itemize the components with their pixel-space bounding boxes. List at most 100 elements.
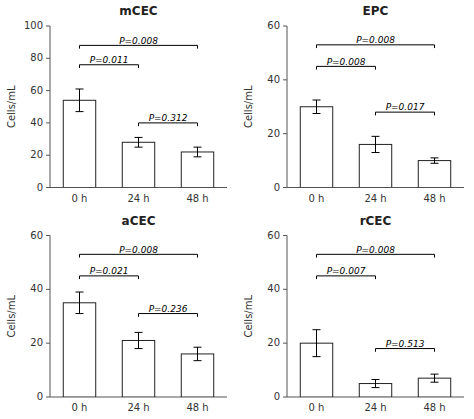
bar xyxy=(418,161,450,188)
y-tick-label: 40 xyxy=(267,283,280,294)
bracket-label: P=0.236 xyxy=(149,304,188,314)
title: aCEC xyxy=(122,214,156,228)
bracket-label: P=0.513 xyxy=(386,339,425,349)
bracket-label: P=0.008 xyxy=(356,35,395,45)
error-bar xyxy=(313,100,321,113)
plot-area xyxy=(63,292,213,397)
significance-bracket xyxy=(80,276,139,279)
y-tick xyxy=(46,235,50,236)
title: EPC xyxy=(363,4,389,18)
y-tick-label: 20 xyxy=(30,149,43,160)
y-tick-label: 60 xyxy=(30,230,43,241)
error-bar xyxy=(135,332,143,348)
error-bar xyxy=(76,292,84,314)
significance-bracket xyxy=(317,45,435,48)
error-bar xyxy=(313,330,321,357)
bar xyxy=(300,107,332,188)
error-bar xyxy=(431,374,439,382)
y-tick xyxy=(46,343,50,344)
x-tick-label: 48 h xyxy=(423,402,445,413)
significance-bracket xyxy=(376,349,435,352)
y-tick-label: 60 xyxy=(30,85,43,96)
bar xyxy=(122,142,154,187)
bracket-label: P=0.008 xyxy=(119,36,158,46)
bracket-label: P=0.312 xyxy=(149,113,188,123)
panel: mCECCells/mL0204060801000 h24 h48 hP=0.0… xyxy=(6,4,227,204)
bar xyxy=(63,303,95,397)
y-tick xyxy=(283,133,287,134)
bracket-label: P=0.008 xyxy=(327,57,366,67)
y-tick xyxy=(46,26,50,27)
y-tick-label: 0 xyxy=(274,182,280,193)
plot-area xyxy=(63,89,213,188)
x-tick-label: 24 h xyxy=(364,402,386,413)
title: rCEC xyxy=(360,214,392,228)
y-tick-label: 60 xyxy=(267,230,280,241)
y-tick xyxy=(46,187,50,188)
error-bar xyxy=(372,380,380,388)
y-axis-label: Cells/mL xyxy=(6,295,17,338)
y-tick xyxy=(46,155,50,156)
y-tick-label: 0 xyxy=(274,391,280,402)
y-tick-label: 20 xyxy=(267,337,280,348)
significance-bracket xyxy=(317,66,376,69)
y-axis-label: Cells/mL xyxy=(6,85,17,128)
y-tick xyxy=(283,397,287,398)
panel: aCECCells/mL02040600 h24 h48 hP=0.008P=0… xyxy=(6,214,227,414)
panel: rCEC Cells/mL 0 20 40 60 0 h 24 h 48 h P=0.008 P=0… xyxy=(243,214,464,414)
bracket-label: P=0.011 xyxy=(90,55,129,65)
bracket-label: P=0.008 xyxy=(356,245,395,255)
plot-area xyxy=(300,100,450,187)
y-tick xyxy=(283,289,287,290)
y-axis-line xyxy=(50,26,51,188)
y-tick-label: 0 xyxy=(37,391,43,402)
y-tick-label: 0 xyxy=(37,182,43,193)
bracket-label: P=0.007 xyxy=(327,266,366,276)
bracket-label: P=0.008 xyxy=(119,245,158,255)
y-tick-label: 20 xyxy=(267,128,280,139)
y-axis-label: Cells/mL xyxy=(243,85,254,128)
y-tick xyxy=(46,90,50,91)
plot-area xyxy=(300,330,450,397)
x-tick-label: 48 h xyxy=(186,402,208,413)
x-tick-label: 0 h xyxy=(72,193,88,204)
y-tick xyxy=(46,289,50,290)
x-tick-label: 24 h xyxy=(127,193,149,204)
significance-bracket xyxy=(80,254,198,257)
significance-bracket xyxy=(317,276,376,279)
panel: EPC Cells/mL 0 20 40 60 0 h 24 h 48 h P=0.008 P=0.… xyxy=(243,4,464,204)
error-bar xyxy=(135,137,143,147)
significance-bracket xyxy=(376,112,435,115)
x-tick-label: 48 h xyxy=(423,193,445,204)
significance-bracket xyxy=(139,314,198,317)
significance-bracket xyxy=(80,65,139,68)
error-bar xyxy=(76,89,84,112)
significance-bracket xyxy=(317,254,435,257)
y-tick xyxy=(46,397,50,398)
y-tick-label: 100 xyxy=(24,20,43,31)
y-axis-line xyxy=(50,236,51,398)
x-tick-label: 24 h xyxy=(364,193,386,204)
y-tick xyxy=(283,79,287,80)
x-tick-label: 0 h xyxy=(72,402,88,413)
significance-bracket xyxy=(139,123,198,126)
y-axis-line xyxy=(287,236,288,398)
y-tick xyxy=(283,26,287,27)
significance-bracket xyxy=(80,45,198,48)
error-bar xyxy=(194,347,202,360)
title: mCEC xyxy=(119,4,158,18)
figure: mCECCells/mL0204060801000 h24 h48 hP=0.0… xyxy=(0,0,474,419)
y-tick xyxy=(283,235,287,236)
y-tick-label: 20 xyxy=(30,337,43,348)
bracket-label: P=0.017 xyxy=(386,102,425,112)
x-tick-label: 24 h xyxy=(127,402,149,413)
x-tick-label: 0 h xyxy=(309,402,325,413)
error-bar xyxy=(372,136,380,152)
y-tick-label: 40 xyxy=(30,117,43,128)
y-axis-label: Cells/mL xyxy=(243,295,254,338)
x-tick-label: 0 h xyxy=(309,193,325,204)
y-tick xyxy=(283,343,287,344)
y-tick-label: 60 xyxy=(267,20,280,31)
y-tick-label: 40 xyxy=(267,74,280,85)
y-tick xyxy=(46,122,50,123)
